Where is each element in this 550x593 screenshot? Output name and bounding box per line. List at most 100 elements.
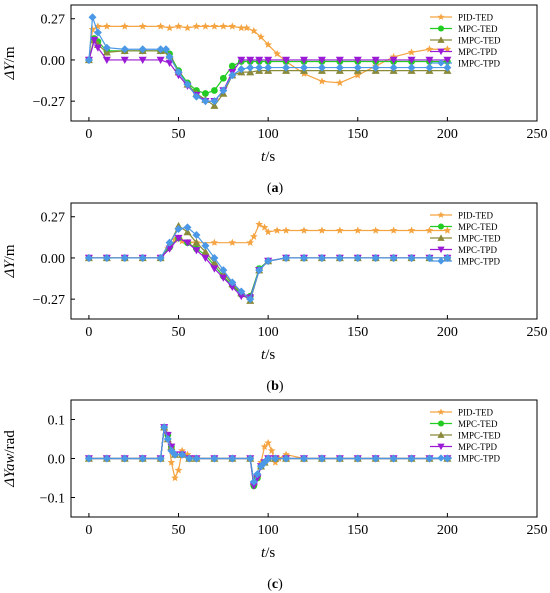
data-point-impc-tpd <box>178 450 187 459</box>
data-point-pid-ted <box>103 22 111 30</box>
series-group <box>84 13 452 109</box>
x-tick-label: 250 <box>527 325 548 340</box>
data-point-impc-tpd <box>93 28 102 37</box>
data-point-pid-ted <box>425 226 434 234</box>
data-point-pid-ted <box>300 226 308 234</box>
data-point-impc-tpd <box>163 435 172 443</box>
data-point-impc-tpd <box>255 63 264 72</box>
data-point-pid-ted <box>260 442 269 451</box>
legend-label-impc-ted: IMPC-TED <box>458 431 501 441</box>
x-tick-label: 100 <box>258 523 279 538</box>
data-point-pid-ted <box>174 466 183 474</box>
y-tick-label: 0.00 <box>41 252 66 267</box>
chart-panel-b: 0 50 100 150 200 250 0.27 0.00 −0.27 ΔY/m t/s PID-T… <box>2 202 548 394</box>
data-point-pid-ted <box>260 223 269 231</box>
data-point-impc-ted <box>246 68 255 76</box>
legend-marker-mpc-tpd <box>437 246 445 254</box>
plot-frame <box>70 202 538 320</box>
data-point-impc-tpd <box>183 223 192 232</box>
legend-label-impc-tpd: IMPC-TPD <box>458 454 501 464</box>
data-point-mpc-tpd <box>253 474 262 482</box>
data-point-pid-ted <box>237 23 246 32</box>
legend-marker-pid-ted <box>437 408 445 415</box>
data-point-impc-tpd <box>228 278 237 287</box>
data-point-pid-ted <box>389 226 398 234</box>
data-point-pid-ted <box>171 474 179 482</box>
data-point-mpc-tpd <box>228 283 237 291</box>
data-point-pid-ted <box>264 438 272 447</box>
x-axis-label-main: t <box>261 149 266 165</box>
x-axis-label: t/s <box>261 347 275 363</box>
data-point-impc-tpd <box>210 454 219 463</box>
data-point-mpc-ted <box>202 90 209 97</box>
data-point-impc-tpd <box>425 454 434 463</box>
y-tick-label: −0.1 <box>40 492 65 507</box>
x-tick-label: 250 <box>527 523 548 538</box>
data-point-pid-ted <box>250 26 258 35</box>
data-point-pid-ted <box>257 33 265 41</box>
data-point-pid-ted <box>242 23 251 32</box>
data-point-mpc-tpd <box>165 245 174 253</box>
data-point-impc-ted <box>210 101 219 109</box>
data-point-impc-tpd <box>88 13 97 22</box>
data-point-impc-tpd <box>282 454 291 463</box>
data-point-mpc-tpd <box>237 56 246 64</box>
data-point-impc-ted <box>192 238 201 246</box>
legend-marker-pid-ted <box>437 211 445 218</box>
legend-marker-mpc-tpd <box>437 48 445 56</box>
data-point-impc-tpd <box>84 55 93 64</box>
panel-caption-letter: c <box>272 577 278 592</box>
data-point-pid-ted <box>273 49 281 58</box>
legend-label-impc-ted: IMPC-TED <box>458 234 501 244</box>
data-point-impc-tpd <box>300 63 308 72</box>
data-point-impc-tpd <box>120 253 129 262</box>
x-tick-label: 200 <box>437 127 458 142</box>
data-point-impc-tpd <box>264 454 273 463</box>
x-tick-label: 50 <box>172 325 186 340</box>
data-point-impc-tpd <box>371 454 380 463</box>
x-tick-label: 200 <box>437 523 458 538</box>
data-point-impc-tpd <box>425 63 434 72</box>
legend-label-mpc-tpd: MPC-TPD <box>458 47 498 57</box>
data-point-impc-tpd <box>443 253 452 262</box>
data-point-impc-tpd <box>407 63 416 72</box>
data-point-pid-ted <box>219 22 228 30</box>
legend-label-impc-ted: IMPC-TED <box>458 36 501 46</box>
y-tick-label: 0.1 <box>48 414 66 429</box>
legend-marker-impc-ted <box>437 234 445 241</box>
x-axis-label: t/s <box>261 149 275 165</box>
y-axis-label: ΔY/m <box>2 46 18 80</box>
legend-label-mpc-ted: MPC-TED <box>458 24 498 34</box>
data-point-pid-ted <box>246 238 255 246</box>
data-point-pid-ted <box>443 226 452 234</box>
series-group <box>84 220 452 304</box>
data-point-impc-tpd <box>192 231 201 240</box>
data-point-impc-tpd <box>174 224 183 233</box>
data-point-impc-tpd <box>138 454 147 463</box>
data-point-impc-tpd <box>246 454 255 463</box>
legend-label-mpc-ted: MPC-TED <box>458 222 498 232</box>
legend-label-impc-tpd: IMPC-TPD <box>458 59 501 69</box>
legend-marker-mpc-ted <box>437 420 445 427</box>
data-point-impc-tpd <box>192 92 201 101</box>
data-point-impc-ted <box>102 48 111 56</box>
legend-label-pid-ted: PID-TED <box>458 408 493 418</box>
data-point-pid-ted <box>165 23 174 32</box>
x-tick-label: 150 <box>347 325 368 340</box>
data-point-mpc-tpd <box>102 56 111 64</box>
x-tick-label: 0 <box>85 523 92 538</box>
legend-label-pid-ted: PID-TED <box>458 13 493 23</box>
legend-marker-mpc-tpd <box>437 443 445 451</box>
data-point-impc-tpd <box>138 253 147 262</box>
data-point-impc-tpd <box>138 45 147 54</box>
data-point-impc-tpd <box>165 238 174 247</box>
legend-label-mpc-ted: MPC-TED <box>458 419 498 429</box>
data-point-impc-tpd <box>201 241 210 250</box>
data-point-impc-tpd <box>219 86 228 95</box>
data-point-impc-tpd <box>264 257 273 265</box>
data-point-pid-ted <box>120 22 129 30</box>
data-point-impc-tpd <box>102 454 111 463</box>
data-point-impc-tpd <box>407 253 416 262</box>
y-axis-label-unit: /rad <box>2 430 18 454</box>
